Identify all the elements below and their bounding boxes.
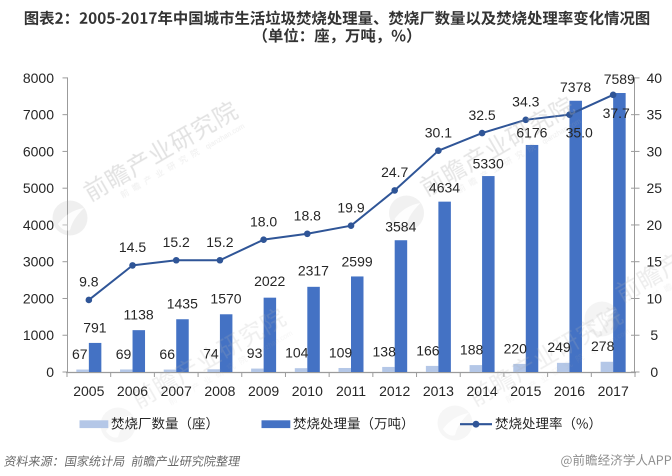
svg-text:10: 10 <box>647 291 663 307</box>
svg-text:7589: 7589 <box>604 71 635 87</box>
svg-text:1138: 1138 <box>124 307 154 323</box>
svg-text:0: 0 <box>46 364 54 380</box>
svg-text:20: 20 <box>647 217 663 233</box>
svg-text:30: 30 <box>647 143 663 159</box>
svg-text:1570: 1570 <box>210 291 241 307</box>
svg-text:25: 25 <box>647 180 663 196</box>
svg-text:2015: 2015 <box>510 383 541 399</box>
svg-text:2317: 2317 <box>298 263 329 279</box>
svg-text:138: 138 <box>373 343 397 359</box>
svg-text:6000: 6000 <box>23 143 54 159</box>
svg-text:35: 35 <box>647 107 663 123</box>
svg-text:4634: 4634 <box>429 180 460 196</box>
svg-text:2011: 2011 <box>336 383 366 399</box>
svg-text:2599: 2599 <box>342 254 373 270</box>
svg-text:3584: 3584 <box>385 218 416 234</box>
svg-text:30.1: 30.1 <box>425 125 452 141</box>
svg-text:69: 69 <box>116 346 132 362</box>
svg-text:5: 5 <box>650 327 658 343</box>
svg-text:7000: 7000 <box>23 107 54 123</box>
svg-text:74: 74 <box>203 346 219 362</box>
svg-text:24.7: 24.7 <box>381 164 408 180</box>
svg-text:1435: 1435 <box>167 296 198 312</box>
svg-text:14.5: 14.5 <box>119 239 146 255</box>
svg-text:4000: 4000 <box>23 217 54 233</box>
svg-text:9.8: 9.8 <box>79 274 99 290</box>
svg-text:2016: 2016 <box>554 383 585 399</box>
svg-text:37.7: 37.7 <box>603 105 630 121</box>
svg-text:2006: 2006 <box>117 383 148 399</box>
svg-text:15.2: 15.2 <box>163 234 190 250</box>
svg-text:5330: 5330 <box>473 155 504 171</box>
svg-text:2009: 2009 <box>248 383 279 399</box>
svg-text:104: 104 <box>285 345 309 361</box>
svg-text:2012: 2012 <box>379 383 410 399</box>
svg-text:0: 0 <box>650 364 658 380</box>
svg-text:6176: 6176 <box>516 125 547 141</box>
svg-text:35.0: 35.0 <box>566 125 593 141</box>
svg-text:19.9: 19.9 <box>337 200 364 216</box>
svg-text:18.8: 18.8 <box>294 208 321 224</box>
svg-text:166: 166 <box>416 342 440 358</box>
svg-text:15: 15 <box>647 254 663 270</box>
svg-text:2014: 2014 <box>467 383 498 399</box>
svg-text:791: 791 <box>83 319 107 335</box>
svg-text:2017: 2017 <box>598 383 629 399</box>
svg-text:188: 188 <box>460 342 484 358</box>
svg-text:2008: 2008 <box>204 383 235 399</box>
svg-text:93: 93 <box>247 345 263 361</box>
svg-text:109: 109 <box>329 344 353 360</box>
svg-text:1000: 1000 <box>23 327 54 343</box>
svg-text:2005: 2005 <box>73 383 104 399</box>
svg-text:2013: 2013 <box>423 383 454 399</box>
svg-text:249: 249 <box>547 339 571 355</box>
svg-text:2007: 2007 <box>161 383 192 399</box>
svg-text:34.3: 34.3 <box>512 94 539 110</box>
svg-text:67: 67 <box>72 346 88 362</box>
svg-text:2000: 2000 <box>23 291 54 307</box>
svg-text:15.2: 15.2 <box>206 234 233 250</box>
svg-text:5000: 5000 <box>23 180 54 196</box>
svg-text:278: 278 <box>591 338 615 354</box>
svg-text:18.0: 18.0 <box>250 214 277 230</box>
svg-text:220: 220 <box>504 340 528 356</box>
svg-text:2010: 2010 <box>292 383 323 399</box>
svg-text:8000: 8000 <box>23 70 54 86</box>
svg-text:3000: 3000 <box>23 254 54 270</box>
svg-text:7378: 7378 <box>560 79 591 95</box>
svg-text:40: 40 <box>647 70 663 86</box>
svg-text:32.5: 32.5 <box>468 107 495 123</box>
svg-text:66: 66 <box>159 346 175 362</box>
svg-text:2022: 2022 <box>254 273 285 289</box>
